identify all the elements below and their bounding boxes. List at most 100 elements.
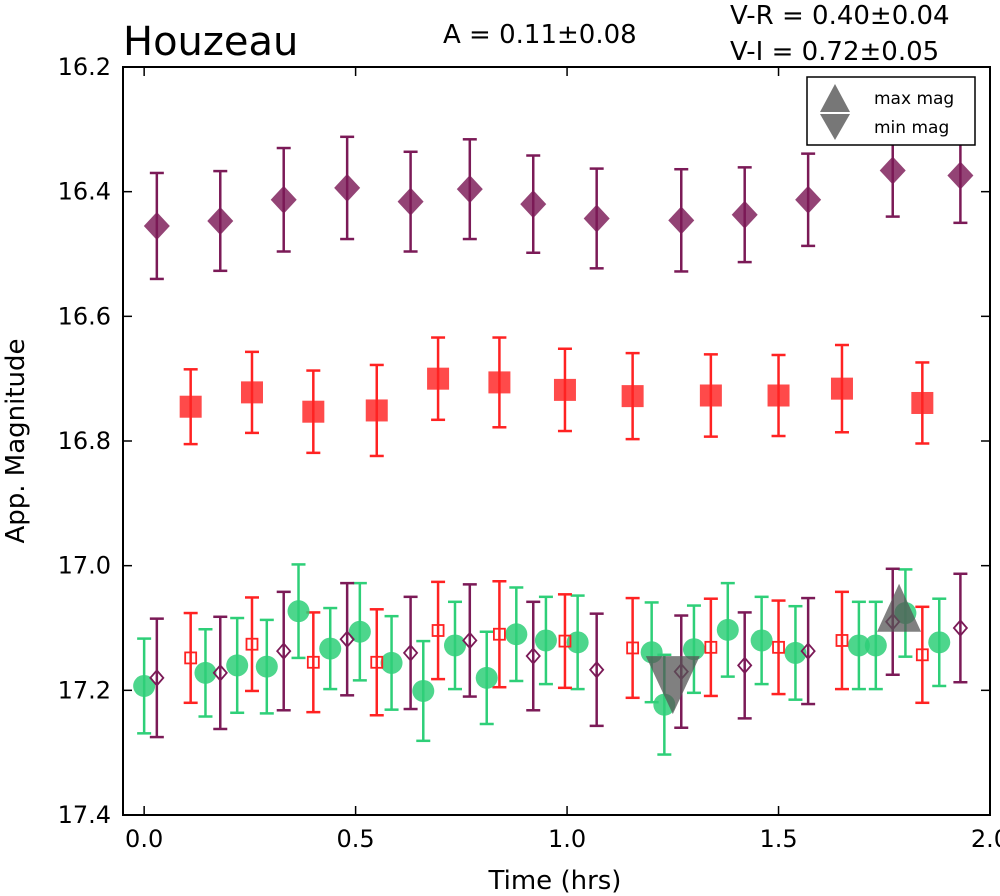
data-point-circle [566,631,589,654]
data-point-circle [412,679,435,702]
data-point-open-square [835,634,849,647]
x-tick-label: 0.0 [125,825,163,853]
data-point-open-diamond [402,644,419,662]
amplitude-annotation: A = 0.11±0.08 [443,20,637,50]
data-point-open-square [245,637,259,651]
y-tick-label: 16.8 [58,427,111,455]
data-point-diamond [334,173,361,202]
data-point-diamond [668,206,695,235]
x-tick-label: 2.0 [971,825,1000,853]
legend-min-mag-label: min mag [874,118,949,138]
data-point-diamond [795,185,822,214]
data-point-circle [194,661,217,684]
data-point-open-diamond [737,656,753,675]
data-point-square [699,384,722,407]
data-point-circle [348,620,371,643]
y-tick-label: 17.4 [58,801,111,829]
data-point-square [830,377,853,400]
data-point-open-diamond [525,647,541,665]
data-point-circle [682,638,705,661]
y-tick-label: 16.6 [58,302,111,330]
data-point-square [553,378,576,401]
data-point-circle [475,666,498,689]
x-tick-label: 0.5 [337,825,375,853]
max-mag-marker [877,583,922,632]
data-point-diamond [520,190,547,219]
y-tick-label: 16.2 [58,53,111,81]
tick-layer [123,66,991,816]
data-point-circle [319,637,342,660]
data-point-diamond [397,187,424,216]
data-point-circle [864,634,887,657]
data-point-square [488,371,511,394]
data-point-circle [534,629,557,652]
data-point-diamond [879,156,906,185]
data-point-square [365,399,388,422]
data-point-open-diamond [149,668,165,687]
data-point-open-square [431,624,445,637]
data-point-circle [226,654,249,677]
data-point-circle [287,600,310,623]
data-point-open-square [772,640,785,654]
data-point-square [179,395,202,418]
data-point-open-square [370,655,384,669]
data-point-diamond [731,200,758,229]
data-point-open-square [184,651,198,665]
data-point-circle [443,634,466,657]
x-tick-label: 1.0 [548,825,586,853]
v-i-annotation: V-I = 0.72±0.05 [730,37,939,67]
data-point-diamond [207,206,234,235]
data-point-open-square [915,648,929,662]
data-point-circle [784,641,807,664]
data-point-circle [847,634,870,657]
data-point-diamond [947,161,974,190]
data-point-circle [750,629,773,652]
legend-min-mag-marker [820,114,850,140]
data-point-square [427,367,450,390]
data-point-open-diamond [276,642,292,660]
data-point-square [767,384,790,407]
data-point-open-diamond [339,630,355,649]
legend-max-mag-label: max mag [874,89,954,109]
data-point-diamond [143,211,170,240]
data-point-square [621,385,644,408]
chart-title: Houzeau [123,19,298,65]
data-point-open-square [626,641,640,655]
data-point-square [911,391,934,414]
data-point-square [302,400,325,423]
data-point-open-diamond [212,664,228,682]
y-tick-label: 17.0 [58,552,111,580]
extrema-layer [645,583,922,715]
data-point-circle [716,618,739,641]
x-tick-label: 1.5 [759,825,797,853]
v-r-annotation: V-R = 0.40±0.04 [730,1,950,31]
data-point-open-diamond [588,660,605,679]
data-point-circle [505,623,528,646]
data-point-open-diamond [462,631,478,650]
x-axis-label: Time (hrs) [488,866,622,896]
data-point-open-square [558,634,572,648]
min-mag-marker [645,656,700,715]
marker-layer [133,156,974,716]
data-point-circle [255,655,278,678]
data-point-circle [380,651,403,674]
data-point-diamond [270,185,297,214]
data-point-diamond [583,204,610,233]
data-point-open-square [493,627,506,641]
data-point-open-square [306,655,320,669]
data-point-square [240,381,263,404]
legend: max mag min mag [806,76,976,146]
legend-max-mag-marker [820,84,850,112]
y-tick-label: 17.2 [58,676,111,704]
data-point-open-diamond [800,642,816,660]
data-point-open-square [704,640,718,654]
plot-frame [122,66,991,816]
y-axis-label: App. Magnitude [1,338,31,543]
y-tick-labels: 16.2 16.4 16.6 16.8 17.0 17.2 17.4 [58,53,111,829]
data-point-diamond [456,175,483,204]
data-point-open-diamond [952,619,969,637]
data-point-circle [928,631,951,654]
data-point-circle [133,674,156,697]
y-tick-label: 16.4 [58,178,111,206]
